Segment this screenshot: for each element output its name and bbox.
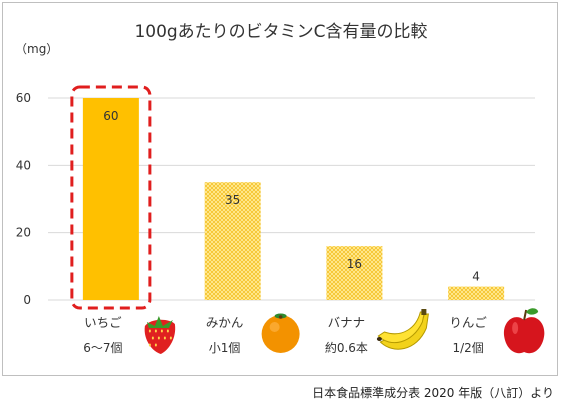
category-label: バナナ — [328, 315, 366, 330]
bar-3 — [326, 246, 383, 300]
banana-icon — [376, 309, 429, 350]
y-tick-label: 60 — [16, 91, 31, 105]
y-tick-label: 40 — [16, 158, 31, 172]
chart-title: 100gあたりのビタミンC含有量の比較 — [134, 22, 427, 42]
y-tick-label: 20 — [16, 226, 31, 240]
apple-icon — [503, 308, 545, 354]
source-note: 日本食品標準成分表 2020 年版（八訂）より — [312, 386, 554, 400]
data-label: 60 — [103, 109, 118, 123]
category-sublabel: 1/2個 — [452, 341, 483, 355]
orange-icon — [261, 313, 300, 353]
chart-frame: 100gあたりのビタミンC含有量の比較 （mg） 0 20 40 60 60 いちご 6～… — [2, 2, 558, 376]
highlight-box — [70, 85, 152, 310]
bar-chart: 100gあたりのビタミンC含有量の比較 （mg） 0 20 40 60 60 いちご 6～… — [15, 22, 545, 355]
bar-1 — [82, 98, 139, 300]
category-label: みかん — [206, 315, 244, 330]
data-label: 4 — [472, 270, 480, 284]
category-sublabel: 約0.6本 — [325, 340, 368, 355]
bar-2 — [204, 182, 261, 300]
category-label: りんご — [449, 315, 487, 330]
bar-4 — [448, 286, 505, 300]
category-sublabel: 6～7個 — [83, 341, 122, 355]
strawberry-icon — [144, 316, 176, 354]
y-axis-unit: （mg） — [15, 42, 58, 56]
data-label: 35 — [225, 193, 240, 207]
category-label: いちご — [84, 315, 122, 330]
category-sublabel: 小1個 — [209, 341, 241, 355]
y-tick-label: 0 — [23, 293, 31, 307]
data-label: 16 — [347, 257, 362, 271]
